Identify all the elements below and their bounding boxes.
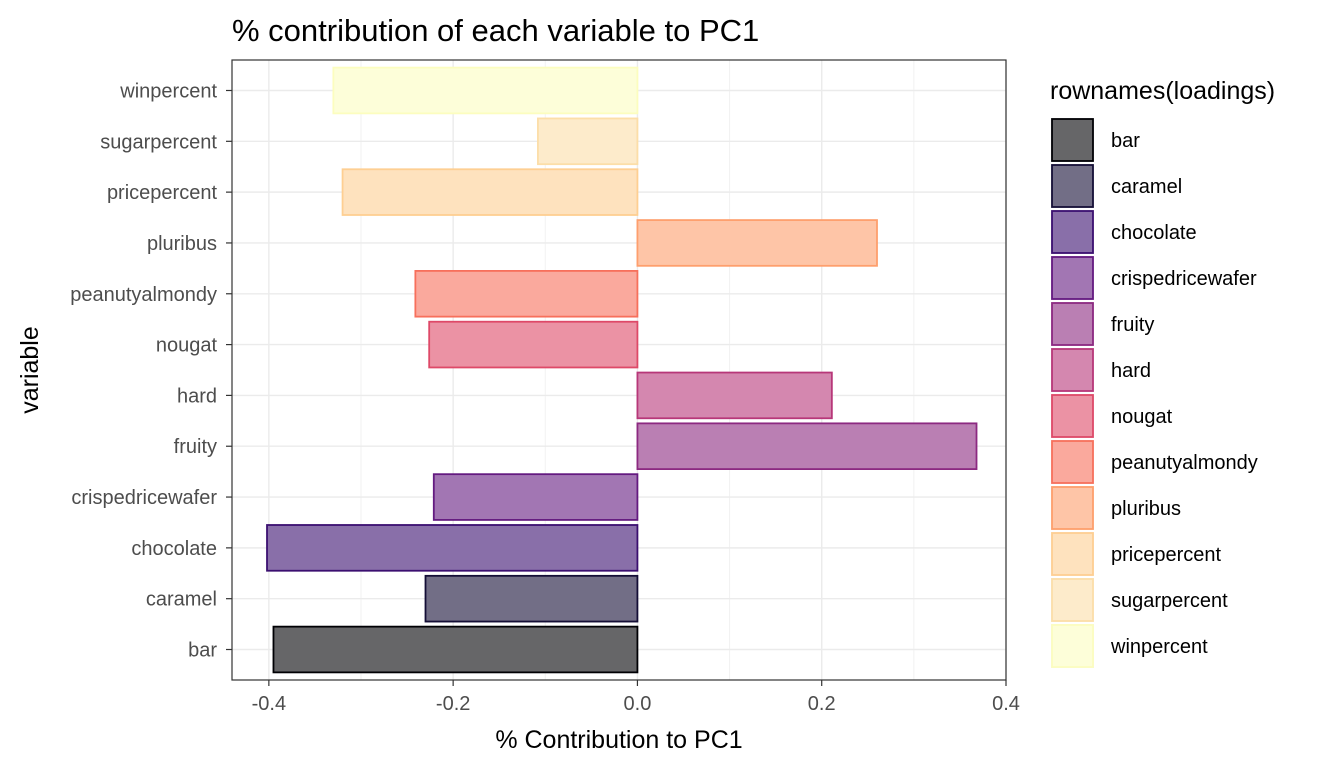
legend-label-caramel: caramel — [1111, 176, 1182, 198]
bar-pricepercent — [341, 168, 639, 216]
x-tick-label: 0.0 — [624, 693, 652, 715]
legend-key-nougat — [1051, 394, 1094, 438]
y-tick-label: pluribus — [147, 233, 217, 255]
legend-key-caramel — [1051, 164, 1094, 208]
legend-label-peanutyalmondy: peanutyalmondy — [1111, 452, 1258, 474]
bar-chocolate — [266, 524, 639, 572]
y-tick-label: caramel — [146, 589, 217, 611]
y-tick-label: pricepercent — [107, 182, 218, 204]
legend-key-winpercent — [1051, 624, 1094, 668]
bar-hard — [636, 371, 833, 420]
y-tick-label: bar — [188, 640, 217, 662]
x-tick-label: -0.2 — [436, 693, 470, 715]
chart-title: % contribution of each variable to PC1 — [232, 13, 759, 48]
y-tick-label: winpercent — [119, 80, 217, 102]
x-tick-label: 0.2 — [808, 693, 836, 715]
x-axis-title: % Contribution to PC1 — [495, 726, 742, 754]
legend-label-fruity: fruity — [1111, 314, 1154, 336]
legend-key-fruity — [1051, 302, 1094, 346]
y-tick-label: crispedricewafer — [71, 487, 217, 509]
bar-crispedricewafer — [432, 473, 639, 521]
legend-label-winpercent: winpercent — [1110, 636, 1208, 658]
legend-label-crispedricewafer: crispedricewafer — [1111, 268, 1257, 290]
legend-label-chocolate: chocolate — [1111, 222, 1197, 244]
legend-title: rownames(loadings) — [1050, 77, 1275, 105]
plot-border — [231, 59, 1007, 681]
legend-key-pricepercent — [1051, 532, 1094, 576]
x-tick-label: -0.4 — [252, 693, 286, 715]
bar-peanutyalmondy — [414, 270, 639, 318]
bars — [266, 66, 978, 674]
legend-key-crispedricewafer — [1051, 256, 1094, 300]
y-axis: bar caramel chocolate crispedricewafer fruit… — [70, 80, 232, 662]
bar-sugarpercent — [537, 117, 639, 166]
legend-key-bar — [1051, 118, 1094, 162]
bar-fruity — [636, 422, 978, 470]
y-tick-label: fruity — [174, 436, 217, 458]
x-axis: -0.4 -0.2 0.0 0.2 0.4 — [252, 680, 1020, 715]
y-tick-label: nougat — [156, 335, 218, 357]
legend-label-hard: hard — [1111, 360, 1151, 382]
bar-bar — [272, 625, 639, 674]
legend-key-chocolate — [1051, 210, 1094, 254]
legend-label-pluribus: pluribus — [1111, 498, 1181, 520]
legend-key-sugarpercent — [1051, 578, 1094, 622]
bar-nougat — [428, 320, 639, 369]
legend-key-hard — [1051, 348, 1094, 392]
bar-caramel — [424, 574, 639, 623]
y-tick-label: chocolate — [131, 538, 217, 560]
y-tick-label: hard — [177, 385, 217, 407]
bar-pluribus — [636, 219, 878, 267]
legend-key-peanutyalmondy — [1051, 440, 1094, 484]
legend-label-bar: bar — [1111, 130, 1140, 152]
legend-label-pricepercent: pricepercent — [1111, 544, 1222, 566]
y-tick-label: sugarpercent — [100, 131, 217, 153]
legend-label-nougat: nougat — [1111, 406, 1173, 428]
legend: rownames(loadings) bar caramel chocolate cr… — [1050, 77, 1275, 668]
bar-winpercent — [332, 66, 639, 115]
legend-key-pluribus — [1051, 486, 1094, 530]
y-tick-label: peanutyalmondy — [70, 284, 217, 306]
x-tick-label: 0.4 — [992, 693, 1020, 715]
y-axis-title: variable — [16, 326, 44, 414]
legend-label-sugarpercent: sugarpercent — [1111, 590, 1228, 612]
